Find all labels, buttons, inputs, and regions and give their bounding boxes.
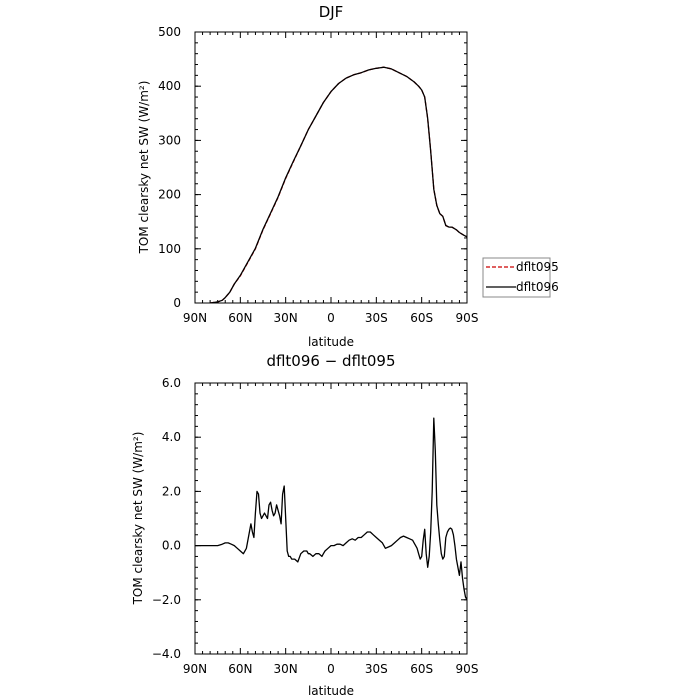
- bottom-y-tick-label: 0.0: [162, 539, 181, 553]
- bottom-x-tick-label: 30S: [365, 662, 388, 676]
- legend-label-dflt095: dflt095: [516, 260, 559, 274]
- legend-label-dflt096: dflt096: [516, 280, 559, 294]
- bottom-panel: dflt096 − dflt095 latitude TOM clearsky …: [131, 352, 478, 698]
- top-x-tick-label: 30N: [274, 311, 298, 325]
- bottom-x-tick-label: 90N: [183, 662, 207, 676]
- top-panel: DJF latitude TOM clearsky net SW (W/m²) …: [137, 3, 478, 349]
- top-y-tick-label: 400: [158, 79, 181, 93]
- bottom-x-tick-label: 90S: [456, 662, 479, 676]
- top-y-tick-label: 100: [158, 242, 181, 256]
- top-y-tick-label: 500: [158, 25, 181, 39]
- bottom-x-tick-label: 60S: [410, 662, 433, 676]
- top-plot-frame: [194, 31, 468, 304]
- bottom-y-tick-label: −4.0: [152, 647, 181, 661]
- top-y-tick-label: 0: [173, 296, 181, 310]
- bottom-series-line-series-0: [195, 417, 467, 601]
- bottom-y-axis-label: TOM clearsky net SW (W/m²): [131, 432, 145, 606]
- bottom-y-tick-label: 6.0: [162, 376, 181, 390]
- bottom-x-tick-label: 30N: [274, 662, 298, 676]
- bottom-x-tick-label: 60N: [228, 662, 252, 676]
- top-x-tick-label: 90S: [456, 311, 479, 325]
- top-y-tick-label: 200: [158, 188, 181, 202]
- bottom-y-tick-label: 4.0: [162, 430, 181, 444]
- top-x-tick-label: 30S: [365, 311, 388, 325]
- top-x-tick-label: 0: [327, 311, 335, 325]
- top-series-line-dflt095: [210, 66, 467, 303]
- top-series-line-dflt096: [210, 66, 467, 303]
- bottom-x-tick-label: 0: [327, 662, 335, 676]
- legend: dflt095 dflt096: [482, 257, 559, 298]
- top-x-tick-label: 60N: [228, 311, 252, 325]
- top-x-axis-label: latitude: [308, 335, 354, 349]
- top-x-tick-label: 60S: [410, 311, 433, 325]
- bottom-y-tick-label: 2.0: [162, 484, 181, 498]
- bottom-plot-frame: [194, 382, 468, 655]
- legend-box: [482, 257, 551, 298]
- bottom-y-tick-label: −2.0: [152, 593, 181, 607]
- bottom-x-axis-label: latitude: [308, 684, 354, 698]
- top-chart-title: DJF: [319, 3, 344, 21]
- top-x-tick-label: 90N: [183, 311, 207, 325]
- top-y-tick-label: 300: [158, 133, 181, 147]
- bottom-chart-title: dflt096 − dflt095: [266, 352, 395, 370]
- top-y-axis-label: TOM clearsky net SW (W/m²): [137, 81, 151, 255]
